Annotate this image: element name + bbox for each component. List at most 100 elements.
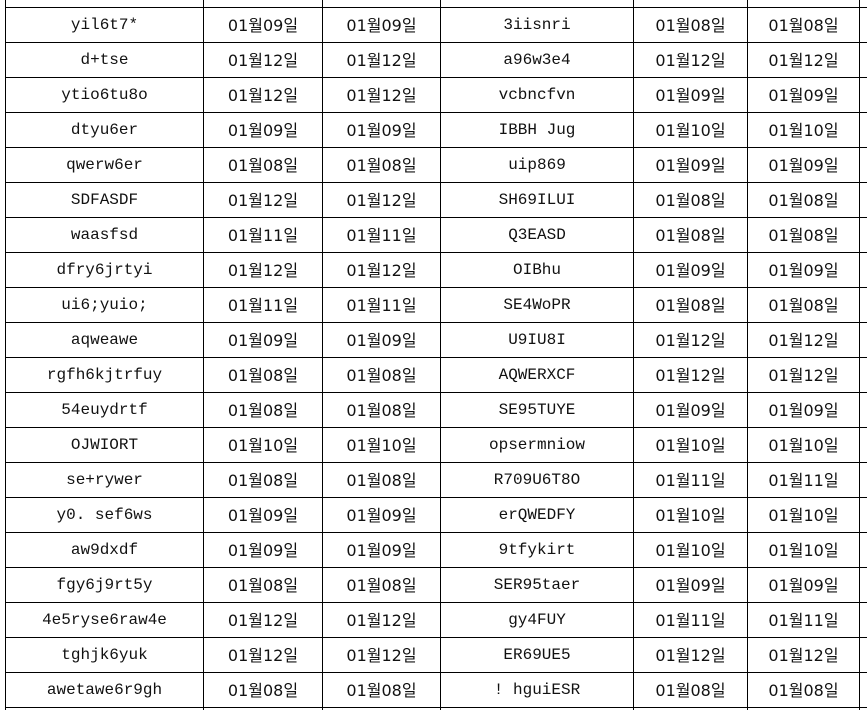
date-cell[interactable]: 01월09일 <box>227 16 299 35</box>
date-cell[interactable]: 01월09일 <box>227 506 299 525</box>
date-cell[interactable]: 01월12일 <box>227 51 299 70</box>
date-cell[interactable]: 01월08일 <box>655 681 726 700</box>
name-cell[interactable]: se+rywer <box>66 471 143 489</box>
date-cell[interactable]: 01월12일 <box>346 51 417 70</box>
date-cell[interactable]: 01월08일 <box>346 156 417 175</box>
date-cell[interactable]: 01월09일 <box>655 401 726 420</box>
name-cell[interactable]: SE95TUYE <box>498 401 576 419</box>
date-cell[interactable]: 01월08일 <box>346 681 417 700</box>
date-cell[interactable]: 01월08일 <box>346 401 417 420</box>
name-cell[interactable]: fgy6j9rt5y <box>56 576 153 594</box>
date-cell[interactable]: 01월11일 <box>227 296 299 315</box>
date-cell[interactable]: 01월12일 <box>655 331 726 350</box>
date-cell[interactable]: 01월12일 <box>655 366 726 385</box>
name-cell[interactable]: uip869 <box>508 156 566 174</box>
date-cell[interactable]: 01월09일 <box>768 401 839 420</box>
date-cell[interactable]: 01월12일 <box>346 646 417 665</box>
date-cell[interactable]: 01월12일 <box>227 261 299 280</box>
date-cell[interactable]: 01월09일 <box>768 576 839 595</box>
name-cell[interactable]: opsermniow <box>488 436 585 454</box>
name-cell[interactable]: R709U6T8O <box>493 471 581 489</box>
name-cell[interactable]: Q3EASD <box>508 226 566 244</box>
name-cell[interactable]: SH69ILUI <box>498 191 576 209</box>
name-cell[interactable]: y0. sef6ws <box>56 506 153 524</box>
name-cell[interactable]: OJWIORT <box>70 436 139 454</box>
date-cell[interactable]: 01월08일 <box>768 226 839 245</box>
name-cell[interactable]: tghjk6yuk <box>61 646 148 664</box>
date-cell[interactable]: 01월10일 <box>655 506 726 525</box>
date-cell[interactable]: 01월11일 <box>346 296 417 315</box>
date-cell[interactable]: 01월12일 <box>227 646 299 665</box>
name-cell[interactable]: vcbncfvn <box>498 86 576 104</box>
date-cell[interactable]: 01월12일 <box>768 646 839 665</box>
name-cell[interactable]: dfry6jrtyi <box>56 261 153 279</box>
name-cell[interactable]: yil6t7* <box>70 16 139 34</box>
date-cell[interactable]: 01월08일 <box>227 366 299 385</box>
date-cell[interactable]: 01월09일 <box>227 331 299 350</box>
name-cell[interactable]: 3iisnri <box>503 16 571 34</box>
date-cell[interactable]: 01월08일 <box>227 156 299 175</box>
name-cell[interactable]: SDFASDF <box>70 191 139 209</box>
date-cell[interactable]: 01월08일 <box>768 16 839 35</box>
name-cell[interactable]: awetawe6r9gh <box>46 681 163 699</box>
date-cell[interactable]: 01월10일 <box>768 541 839 560</box>
date-cell[interactable]: 01월08일 <box>768 681 839 700</box>
name-cell[interactable]: aw9dxdf <box>70 541 139 559</box>
date-cell[interactable]: 01월11일 <box>655 471 726 490</box>
date-cell[interactable]: 01월10일 <box>768 506 839 525</box>
date-cell[interactable]: 01월08일 <box>655 296 726 315</box>
date-cell[interactable]: 01월08일 <box>655 191 726 210</box>
date-cell[interactable]: 01월08일 <box>227 576 299 595</box>
date-cell[interactable]: 01월09일 <box>227 541 299 560</box>
name-cell[interactable]: SE4WoPR <box>503 296 571 314</box>
name-cell[interactable]: a96w3e4 <box>503 51 571 69</box>
date-cell[interactable]: 01월10일 <box>655 121 726 140</box>
date-cell[interactable]: 01월09일 <box>655 576 726 595</box>
date-cell[interactable]: 01월08일 <box>655 226 726 245</box>
date-cell[interactable]: 01월09일 <box>655 86 726 105</box>
date-cell[interactable]: 01월10일 <box>655 541 726 560</box>
date-cell[interactable]: 01월08일 <box>227 401 299 420</box>
date-cell[interactable]: 01월12일 <box>655 51 726 70</box>
name-cell[interactable]: 4e5ryse6raw4e <box>42 611 167 629</box>
name-cell[interactable]: AQWERXCF <box>498 366 576 384</box>
date-cell[interactable]: 01월08일 <box>768 296 839 315</box>
date-cell[interactable]: 01월12일 <box>227 611 299 630</box>
date-cell[interactable]: 01월12일 <box>346 86 417 105</box>
date-cell[interactable]: 01월09일 <box>346 541 417 560</box>
name-cell[interactable]: erQWEDFY <box>498 506 576 524</box>
name-cell[interactable]: d+tse <box>80 51 129 69</box>
date-cell[interactable]: 01월12일 <box>768 51 839 70</box>
date-cell[interactable]: 01월08일 <box>768 191 839 210</box>
date-cell[interactable]: 01월10일 <box>227 436 299 455</box>
date-cell[interactable]: 01월09일 <box>768 86 839 105</box>
name-cell[interactable]: ER69UE5 <box>503 646 571 664</box>
date-cell[interactable]: 01월09일 <box>768 156 839 175</box>
date-cell[interactable]: 01월08일 <box>227 681 299 700</box>
date-cell[interactable]: 01월09일 <box>655 156 726 175</box>
name-cell[interactable]: ! hguiESR <box>493 681 581 699</box>
name-cell[interactable]: 9tfykirt <box>498 541 576 559</box>
date-cell[interactable]: 01월09일 <box>346 506 417 525</box>
date-cell[interactable]: 01월10일 <box>346 436 417 455</box>
date-cell[interactable]: 01월10일 <box>655 436 726 455</box>
name-cell[interactable]: SER95taer <box>493 576 581 594</box>
name-cell[interactable]: rgfh6kjtrfuy <box>46 366 163 384</box>
date-cell[interactable]: 01월08일 <box>346 366 417 385</box>
date-cell[interactable]: 01월08일 <box>655 16 726 35</box>
date-cell[interactable]: 01월09일 <box>768 261 839 280</box>
date-cell[interactable]: 01월08일 <box>346 471 417 490</box>
date-cell[interactable]: 01월09일 <box>346 331 417 350</box>
date-cell[interactable]: 01월09일 <box>346 16 417 35</box>
name-cell[interactable]: ui6;yuio; <box>61 296 148 314</box>
date-cell[interactable]: 01월12일 <box>768 366 839 385</box>
name-cell[interactable]: waasfsd <box>70 226 139 244</box>
date-cell[interactable]: 01월11일 <box>655 611 726 630</box>
name-cell[interactable]: OIBhu <box>512 261 561 279</box>
date-cell[interactable]: 01월12일 <box>227 86 299 105</box>
date-cell[interactable]: 01월12일 <box>346 611 417 630</box>
date-cell[interactable]: 01월09일 <box>346 121 417 140</box>
date-cell[interactable]: 01월12일 <box>768 331 839 350</box>
name-cell[interactable]: IBBH Jug <box>498 121 576 139</box>
name-cell[interactable]: gy4FUY <box>508 611 566 629</box>
